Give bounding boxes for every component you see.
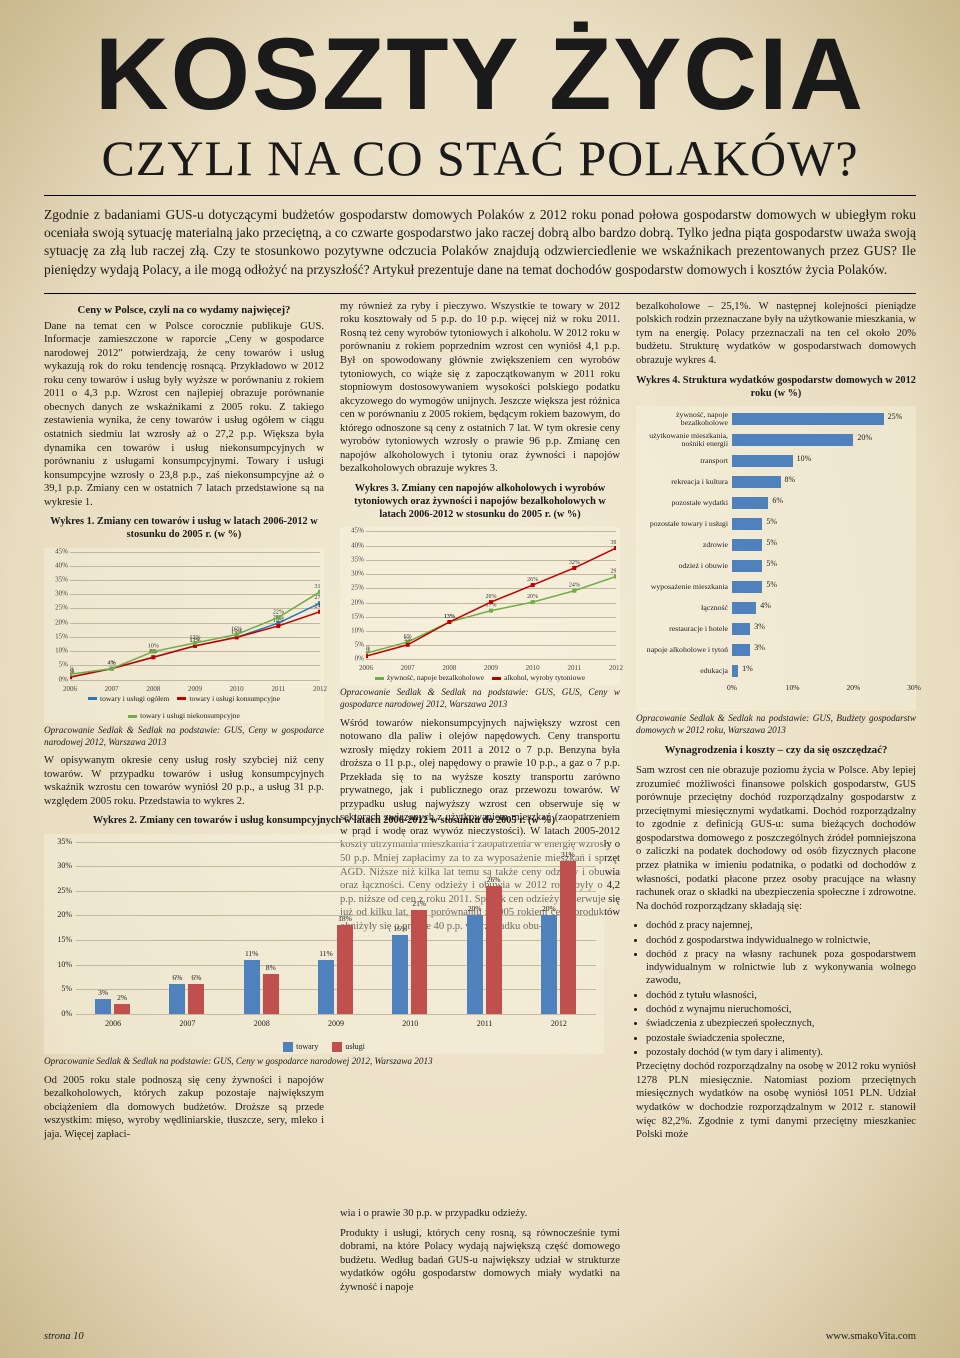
chart3-legend: żywność, napoje bezalkoholowealkohol, wy… — [342, 673, 618, 683]
col1-p3: Od 2005 roku stale podnoszą się ceny żyw… — [44, 1074, 324, 1142]
chart2-plot: 0%5%10%15%20%25%30%35%3%2%20066%6%200711… — [46, 838, 602, 1038]
chart1: 0%5%10%15%20%25%30%35%40%45%1%4%8%12%15%… — [44, 548, 324, 723]
svg-text:2%: 2% — [70, 666, 74, 672]
svg-text:5%: 5% — [404, 637, 412, 643]
svg-text:31%: 31% — [315, 583, 321, 589]
col3-p3: Przeciętny dochód rozporządzalny na osob… — [636, 1060, 916, 1141]
chart1-title: Wykres 1. Zmiany cen towarów i usług w l… — [44, 515, 324, 541]
page-number: strona 10 — [44, 1331, 84, 1342]
chart1-caption: Opracowanie Sedlak & Sedlak na podstawie… — [44, 725, 324, 749]
rule-top — [44, 195, 916, 196]
subhead: CZYLI NA CO STAĆ POLAKÓW? — [44, 129, 916, 187]
svg-text:24%: 24% — [569, 583, 580, 589]
chart3: 0%5%10%15%20%25%30%35%40%45%2%6%13%17%20… — [340, 527, 620, 685]
site-link: www.smakoVita.com — [826, 1331, 916, 1342]
col3-p2: Sam wzrost cen nie obrazuje poziomu życi… — [636, 764, 916, 913]
chart2-legend: towaryusługi — [46, 1042, 602, 1052]
col3-sub: Wynagrodzenia i koszty – czy da się oszc… — [636, 744, 916, 758]
svg-text:16%: 16% — [231, 626, 242, 632]
chart4-caption: Opracowanie Sedlak & Sedlak na podstawie… — [636, 713, 916, 737]
chart2-container: Wykres 2. Zmiany cen towarów i usług kon… — [44, 814, 604, 1067]
column-3: bezalkoholowe – 25,1%. W następnej kolej… — [636, 300, 916, 1301]
svg-text:29%: 29% — [611, 569, 617, 575]
col3-bullets: dochód z pracy najemnej, dochód z gospoda… — [646, 919, 916, 1059]
chart1-legend: towary i usługi ogółemtowary i usługi ko… — [46, 694, 322, 721]
col2-p3: wia i o prawie 30 p.p. w przypadku odzie… — [340, 1207, 620, 1221]
svg-text:4%: 4% — [108, 660, 116, 666]
svg-text:27%: 27% — [315, 595, 321, 601]
chart1-plot: 0%5%10%15%20%25%30%35%40%45%1%4%8%12%15%… — [46, 552, 322, 692]
svg-text:10%: 10% — [148, 643, 159, 649]
column-1: Ceny w Polsce, czyli na co wydamy najwię… — [44, 300, 324, 1301]
body-columns: Ceny w Polsce, czyli na co wydamy najwię… — [44, 300, 916, 1301]
bullet-item: świadczenia z ubezpieczeń społecznych, — [646, 1017, 916, 1030]
chart2-title: Wykres 2. Zmiany cen towarów i usług kon… — [44, 814, 604, 827]
footer: strona 10 www.smakoVita.com — [44, 1331, 916, 1342]
column-2: my również za ryby i pieczywo. Wszystkie… — [340, 300, 620, 1301]
bullet-item: pozostałe świadczenia społeczne, — [646, 1032, 916, 1045]
chart4-title: Wykres 4. Struktura wydatków gospodarstw… — [636, 374, 916, 400]
bullet-item: dochód z gospodarstwa indywidualnego w r… — [646, 934, 916, 947]
rule-bottom — [44, 293, 916, 294]
chart3-caption: Opracowanie Sedlak & Sedlak na podstawie… — [340, 687, 620, 711]
bullet-item: dochód z pracy najemnej, — [646, 919, 916, 932]
svg-text:32%: 32% — [569, 560, 580, 566]
bullet-item: dochód z pracy na własny rachunek poza g… — [646, 948, 916, 988]
intro-paragraph: Zgodnie z badaniami GUS-u dotyczącymi bu… — [44, 206, 916, 279]
col2-p1: my również za ryby i pieczywo. Wszystkie… — [340, 300, 620, 476]
svg-text:13%: 13% — [190, 635, 201, 641]
svg-text:1%: 1% — [366, 649, 370, 655]
svg-text:24%: 24% — [315, 603, 321, 609]
chart4-plot: żywność, napoje bezalkoholowe25%użytkowa… — [638, 410, 914, 709]
col1-p2: W opisywanym okresie ceny usług rosły sz… — [44, 754, 324, 808]
chart3-plot: 0%5%10%15%20%25%30%35%40%45%2%6%13%17%20… — [342, 531, 618, 671]
headline: KOSZTY ŻYCIA — [44, 26, 916, 123]
svg-text:26%: 26% — [527, 577, 538, 583]
page: KOSZTY ŻYCIA CZYLI NA CO STAĆ POLAKÓW? Z… — [44, 26, 916, 1301]
col1-p1: Dane na temat cen w Polsce corocznie pub… — [44, 320, 324, 510]
chart2: 0%5%10%15%20%25%30%35%3%2%20066%6%200711… — [44, 834, 604, 1054]
bullet-item: dochód z tytułu własności, — [646, 989, 916, 1002]
svg-text:39%: 39% — [611, 540, 617, 546]
col3-p1: bezalkoholowe – 25,1%. W następnej kolej… — [636, 300, 916, 368]
svg-text:13%: 13% — [444, 614, 455, 620]
chart2-caption: Opracowanie Sedlak & Sedlak na podstawie… — [44, 1056, 604, 1068]
bullet-item: pozostały dochód (w tym dary i alimenty)… — [646, 1046, 916, 1059]
svg-text:20%: 20% — [486, 595, 497, 601]
svg-text:22%: 22% — [273, 609, 284, 615]
chart4: żywność, napoje bezalkoholowe25%użytkowa… — [636, 406, 916, 711]
col2-p4: Produkty i usługi, których ceny rosną, s… — [340, 1227, 620, 1295]
col1-title: Ceny w Polsce, czyli na co wydamy najwię… — [44, 304, 324, 318]
svg-text:20%: 20% — [527, 595, 538, 601]
chart3-title: Wykres 3. Zmiany cen napojów alkoholowyc… — [340, 482, 620, 522]
bullet-item: dochód z wynajmu nieruchomości, — [646, 1003, 916, 1016]
